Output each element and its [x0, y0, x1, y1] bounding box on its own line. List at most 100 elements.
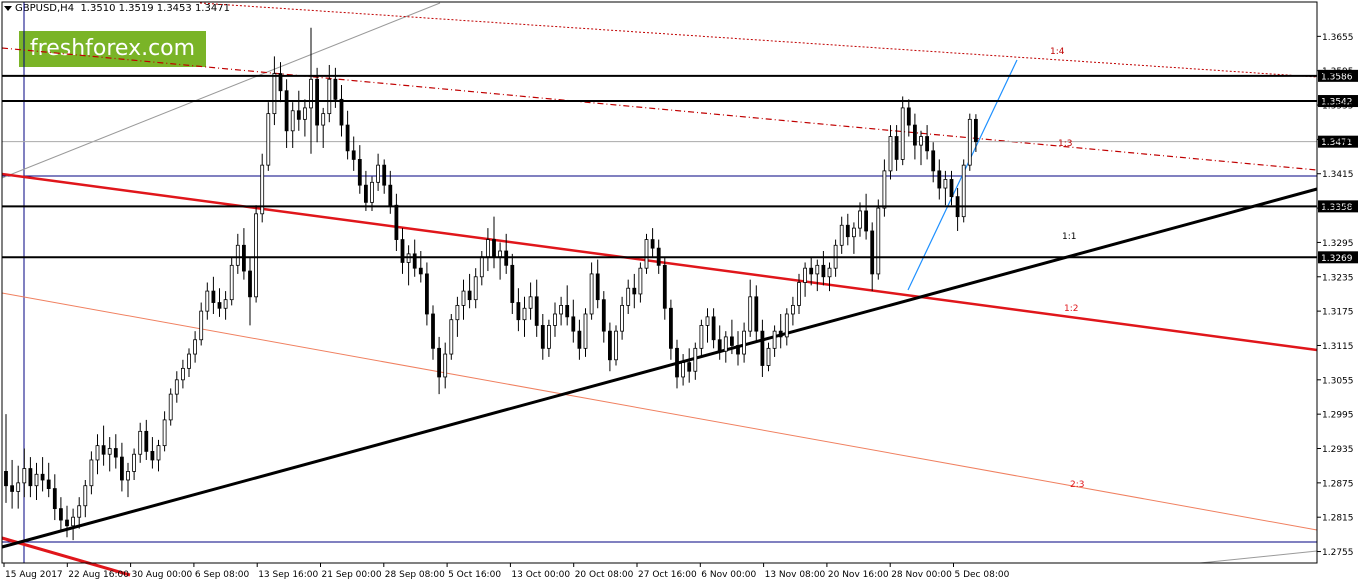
candle — [345, 110, 350, 160]
candle — [211, 276, 216, 314]
candle — [791, 296, 795, 326]
candle-body — [571, 316, 576, 332]
candle-body — [809, 267, 814, 275]
candle — [223, 291, 228, 320]
candle-body — [736, 345, 740, 355]
candle-body — [327, 78, 332, 115]
candle-body — [254, 213, 259, 298]
candle — [492, 216, 496, 269]
ratio-label: 1:4 — [1050, 47, 1065, 57]
candle — [229, 256, 234, 306]
candle-body — [205, 290, 210, 312]
candle-body — [583, 313, 588, 349]
candle — [260, 153, 265, 223]
candle — [797, 273, 801, 314]
candle-body — [302, 107, 307, 120]
candle — [565, 285, 570, 326]
y-tick-label: 1.3175 — [1322, 308, 1354, 318]
candle — [357, 145, 362, 194]
y-tick-label: 1.3415 — [1322, 170, 1354, 180]
level-price-label: 1.3542 — [1321, 98, 1353, 108]
candle-body — [394, 204, 399, 240]
candle-body — [199, 310, 204, 341]
candle — [388, 170, 393, 214]
candle-body — [52, 488, 57, 510]
candle — [766, 342, 771, 372]
candle — [418, 251, 423, 283]
candle-body — [4, 471, 8, 487]
candle — [248, 256, 252, 326]
candle-body — [723, 336, 728, 352]
candle — [638, 262, 643, 303]
candle — [687, 348, 692, 383]
y-tick-label: 1.3235 — [1322, 273, 1354, 283]
candle-body — [565, 304, 570, 318]
candle — [827, 262, 832, 292]
current-price-label: 1.3471 — [1321, 138, 1353, 148]
level-price-label: 1.3269 — [1321, 254, 1353, 264]
candle — [784, 308, 789, 346]
candle — [205, 282, 210, 320]
y-tick-label: 1.3475 — [1322, 136, 1354, 146]
candle-body — [614, 330, 618, 361]
dropdown-triangle-icon[interactable] — [4, 5, 12, 11]
candle-body — [492, 239, 496, 258]
candle — [52, 474, 57, 521]
candle-body — [113, 448, 118, 458]
candle — [736, 331, 740, 366]
candle-body — [870, 230, 875, 275]
candle — [95, 434, 100, 475]
candle — [34, 462, 39, 501]
candle-body — [845, 224, 850, 238]
candle — [10, 459, 15, 509]
candle — [138, 422, 143, 463]
candle — [919, 130, 923, 166]
candle-body — [766, 347, 771, 366]
candle — [132, 448, 137, 480]
candle — [748, 279, 753, 337]
y-tick-label: 1.3355 — [1322, 205, 1354, 215]
candle — [650, 228, 655, 257]
candle-body — [290, 110, 295, 132]
candle — [284, 79, 289, 148]
candle-body — [906, 107, 911, 126]
candle — [339, 85, 344, 137]
candle-body — [632, 287, 637, 295]
candle — [693, 342, 698, 380]
candle — [967, 113, 972, 171]
candle-body — [217, 302, 222, 309]
candle-body — [791, 304, 795, 315]
candle-body — [675, 347, 679, 378]
candle — [437, 336, 442, 395]
candle — [900, 96, 905, 166]
candle — [913, 113, 917, 160]
candle — [937, 159, 942, 200]
candle-body — [919, 136, 923, 146]
candle — [620, 296, 624, 340]
candle — [498, 242, 503, 280]
candle-body — [424, 273, 429, 315]
candle-body — [333, 78, 338, 100]
candle — [187, 348, 191, 377]
candle — [168, 388, 173, 426]
candle-body — [95, 445, 100, 461]
candle — [254, 205, 259, 303]
candle-body — [839, 224, 844, 246]
candle — [473, 268, 478, 309]
candle-body — [913, 124, 917, 146]
candle — [272, 56, 277, 126]
candle-body — [815, 264, 820, 275]
candle — [516, 288, 521, 332]
level-price-label: 1.3586 — [1321, 72, 1353, 82]
candle — [126, 462, 130, 498]
candle-body — [59, 508, 63, 521]
candle — [510, 253, 515, 314]
x-tick-label: 13 Nov 08:00 — [765, 570, 826, 580]
candle — [662, 256, 667, 320]
candle-body — [22, 468, 27, 484]
ratio-label: 2:3 — [1070, 480, 1084, 490]
candle-body — [339, 98, 344, 126]
candle — [626, 279, 631, 314]
candle — [180, 359, 185, 389]
